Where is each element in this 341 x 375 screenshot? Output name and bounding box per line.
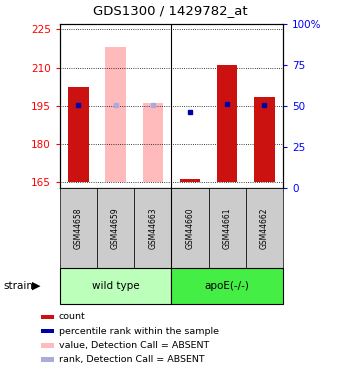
Text: GSM44661: GSM44661 (223, 207, 232, 249)
Bar (254, 97, 275, 182)
Bar (171, 188, 209, 268)
Text: percentile rank within the sample: percentile rank within the sample (59, 327, 219, 336)
Bar (60, 268, 172, 304)
Bar (209, 188, 246, 268)
Text: rank, Detection Call = ABSENT: rank, Detection Call = ABSENT (59, 355, 205, 364)
Text: count: count (59, 312, 86, 321)
Text: ▶: ▶ (32, 281, 40, 291)
Text: value, Detection Call = ABSENT: value, Detection Call = ABSENT (59, 341, 209, 350)
Text: apoE(-/-): apoE(-/-) (205, 281, 250, 291)
Bar (97, 188, 134, 268)
Bar (68, 87, 89, 182)
Text: GSM44663: GSM44663 (148, 207, 157, 249)
Bar (246, 188, 283, 268)
Text: wild type: wild type (92, 281, 139, 291)
Bar (217, 65, 237, 182)
Bar (180, 178, 200, 182)
Bar (105, 47, 126, 182)
Text: GSM44662: GSM44662 (260, 207, 269, 249)
Text: GSM44658: GSM44658 (74, 207, 83, 249)
Bar (171, 268, 283, 304)
Bar (60, 188, 97, 268)
Text: GSM44659: GSM44659 (111, 207, 120, 249)
Bar (143, 104, 163, 182)
Text: GDS1300 / 1429782_at: GDS1300 / 1429782_at (93, 4, 248, 17)
Text: strain: strain (3, 281, 33, 291)
Bar (134, 188, 171, 268)
Text: GSM44660: GSM44660 (186, 207, 194, 249)
